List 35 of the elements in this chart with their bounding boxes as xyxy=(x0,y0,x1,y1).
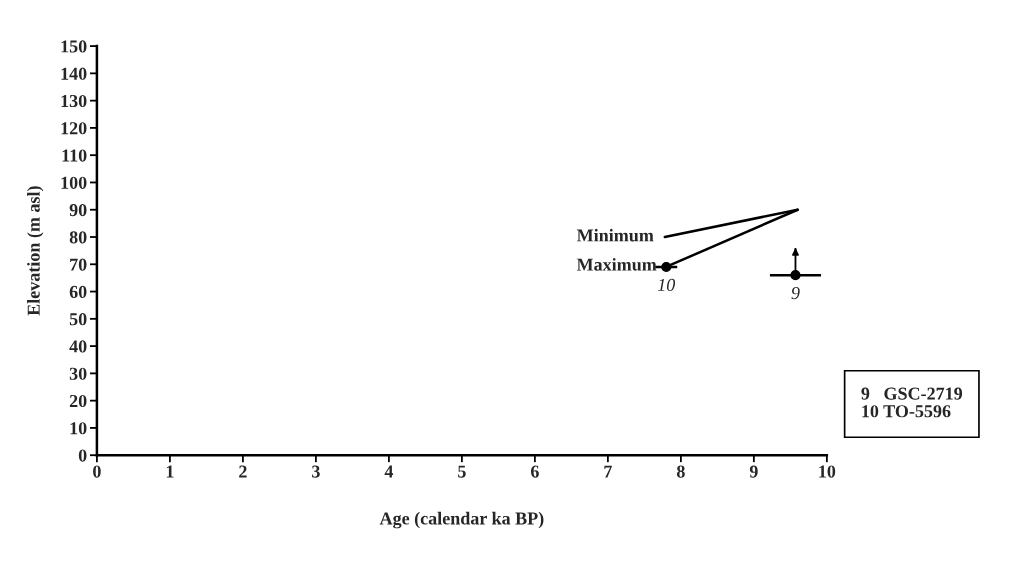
y-tick-label: 140 xyxy=(61,67,87,80)
x-tick-label: 0 xyxy=(93,465,101,478)
x-tick-label: 8 xyxy=(676,465,685,478)
y-tick-label: 90 xyxy=(69,203,87,217)
y-tick-label: 40 xyxy=(69,340,87,353)
x-tick-label: 10 xyxy=(819,465,836,478)
series-label: Minimum xyxy=(576,228,654,242)
y-tick-label: 50 xyxy=(69,313,87,326)
x-tick-label: 5 xyxy=(458,465,466,478)
y-tick-label: 20 xyxy=(69,394,87,408)
x-tick-label: 3 xyxy=(312,465,320,478)
series-label: Maximum xyxy=(576,258,657,271)
y-tick-label: 60 xyxy=(69,285,87,298)
y-axis-title: Elevation (m asl) xyxy=(27,186,44,316)
y-tick-label: 0 xyxy=(78,449,87,462)
y-tick-label: 150 xyxy=(61,40,87,53)
y-tick-label: 80 xyxy=(69,231,87,244)
x-tick-label: 6 xyxy=(530,465,539,478)
x-axis-title: Age (calendar ka BP) xyxy=(379,511,544,529)
x-tick-label: 2 xyxy=(239,465,247,478)
x-tick-label: 9 xyxy=(749,465,758,478)
annotation: 9 xyxy=(791,287,800,300)
y-tick-label: 100 xyxy=(61,176,87,189)
y-tick-label: 110 xyxy=(62,149,87,162)
text: 9 GSC-2719 xyxy=(861,387,963,400)
text: 10 TO-5596 xyxy=(862,405,951,418)
y-tick-label: 10 xyxy=(70,422,87,435)
x-tick-label: 4 xyxy=(384,465,394,478)
x-tick-label: 1 xyxy=(166,465,174,478)
x-tick-label: 7 xyxy=(604,465,612,478)
y-tick-label: 70 xyxy=(70,258,87,271)
y-tick-label: 120 xyxy=(61,122,87,135)
annotation: 10 xyxy=(657,278,676,291)
y-tick-label: 130 xyxy=(61,94,87,108)
y-tick-label: 30 xyxy=(69,367,87,380)
